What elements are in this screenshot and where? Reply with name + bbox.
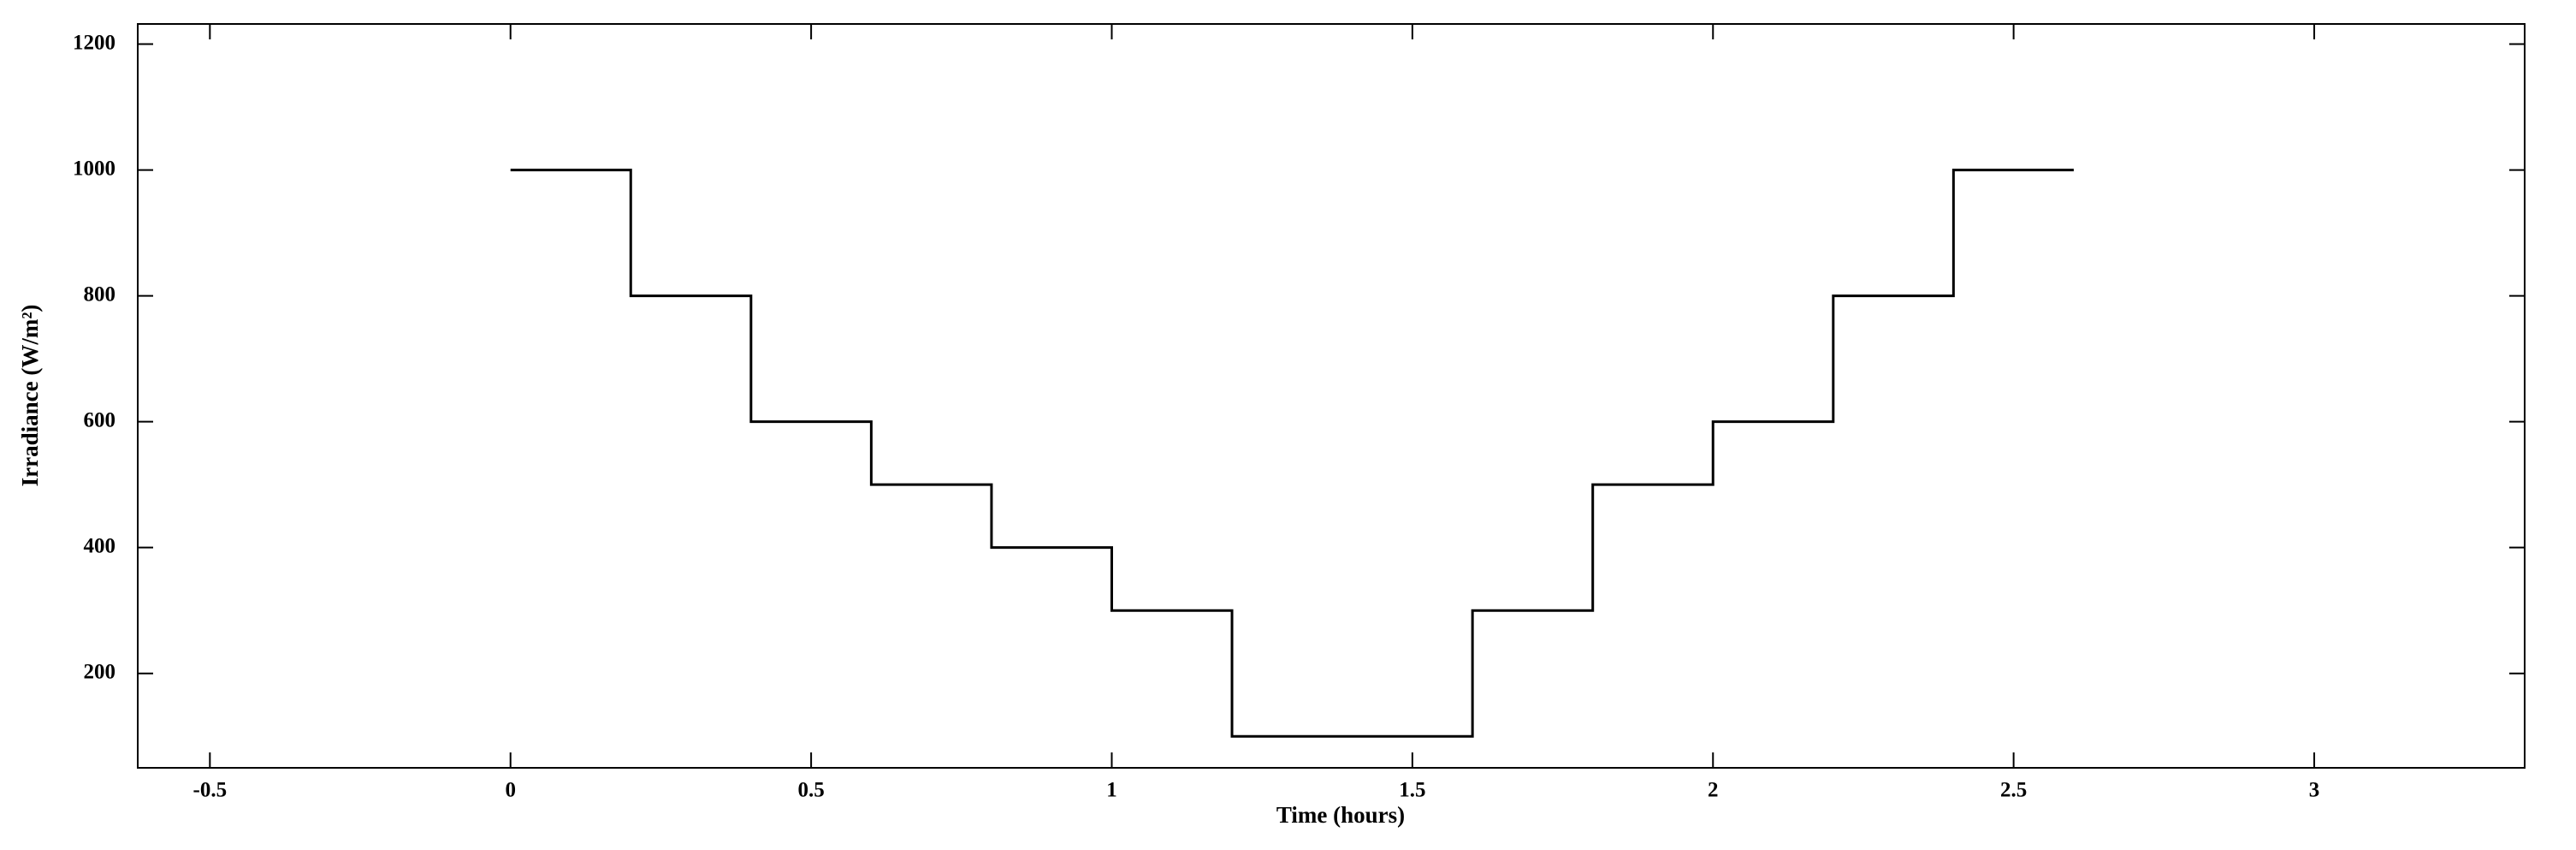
x-tick-label: 1 <box>1106 779 1117 802</box>
x-tick-label: 2 <box>1708 779 1719 802</box>
x-tick-label: 0 <box>505 779 516 802</box>
y-axis-label: Irradiance (W/m²) <box>17 305 43 487</box>
y-tick-label: 600 <box>84 408 116 431</box>
x-tick-label: 0.5 <box>797 779 824 802</box>
x-tick-label: 1.5 <box>1399 779 1425 802</box>
x-tick-label: 2.5 <box>2000 779 2027 802</box>
data-line <box>510 169 2074 738</box>
y-tick-label: 800 <box>84 282 116 306</box>
y-tick-label: 1200 <box>73 31 115 54</box>
x-tick-label: -0.5 <box>193 779 228 802</box>
x-tick-label: 3 <box>2309 779 2320 802</box>
x-axis-label: Time (hours) <box>1276 802 1405 828</box>
plot-frame <box>137 23 2526 769</box>
y-tick-label: 200 <box>84 660 116 683</box>
y-tick-label: 400 <box>84 534 116 557</box>
y-tick-label: 1000 <box>73 157 115 180</box>
